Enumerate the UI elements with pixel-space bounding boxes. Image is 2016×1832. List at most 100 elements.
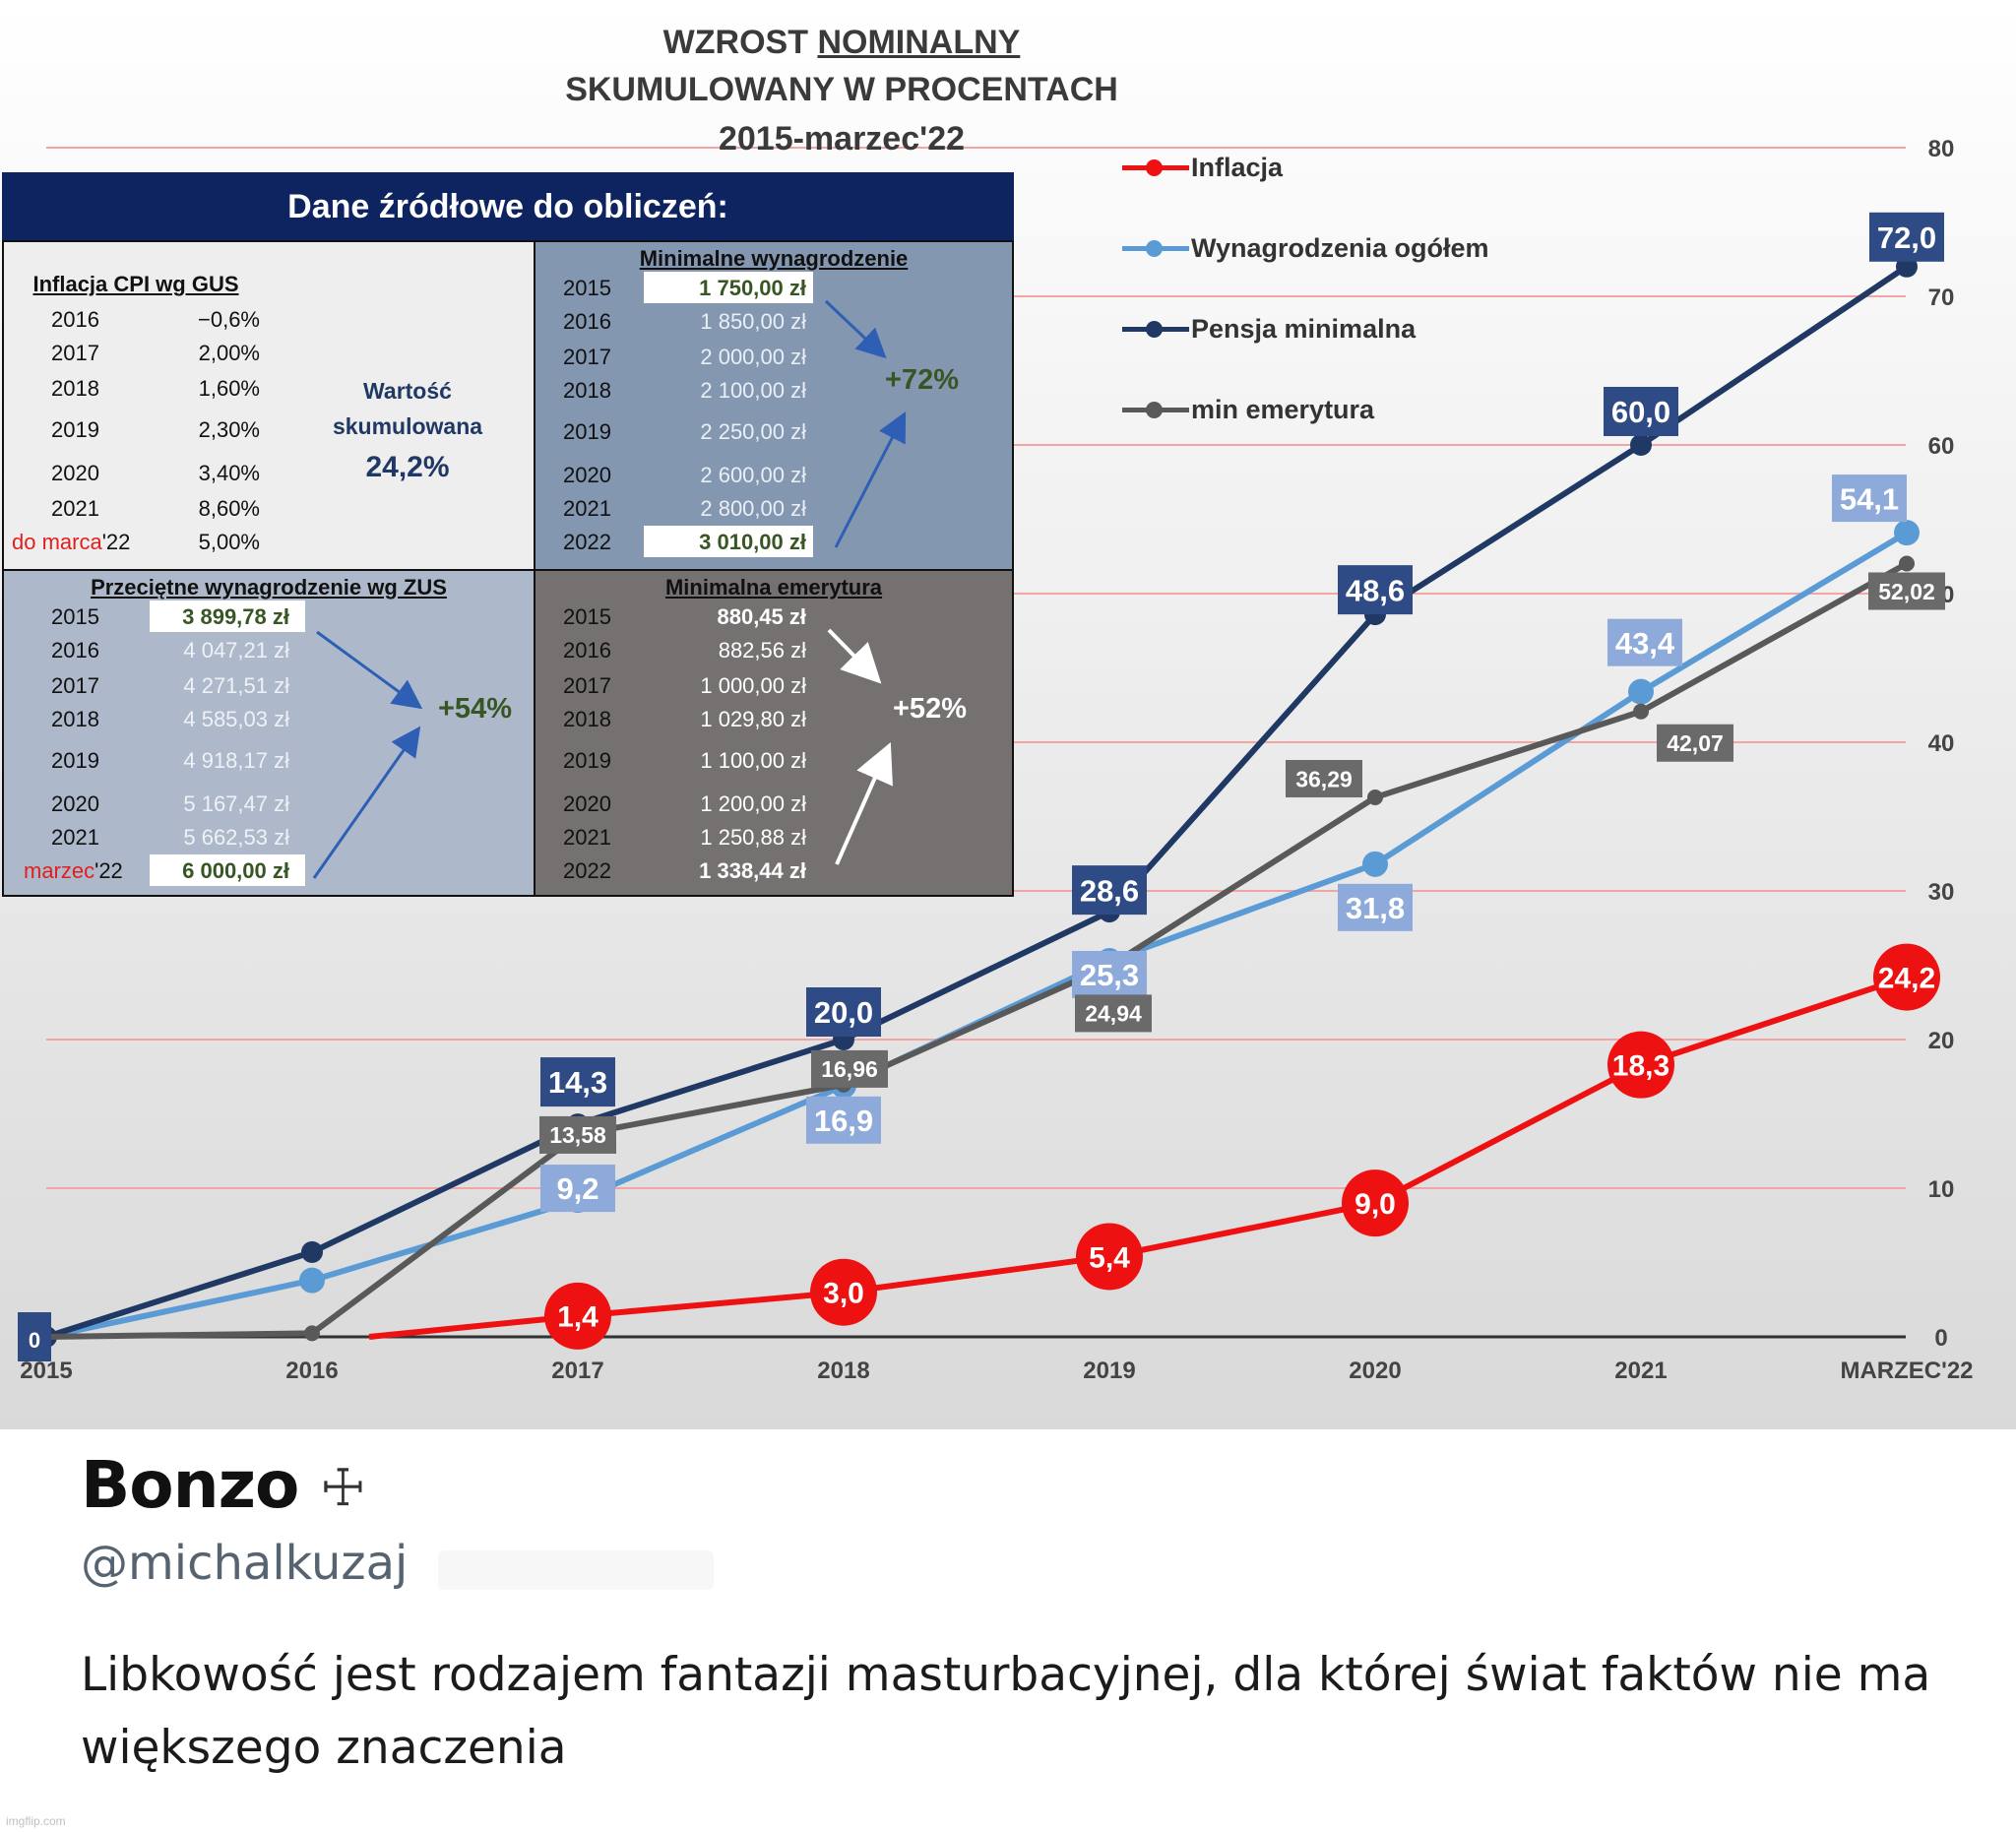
data-label: 60,0 [1611, 395, 1670, 429]
data-label: 0 [29, 1328, 40, 1353]
row-year: 2018 [563, 378, 611, 403]
data-label: 24,2 [1878, 962, 1935, 994]
row-year: 2018 [563, 707, 611, 731]
tweet-author-name[interactable]: Bonzo [81, 1447, 299, 1523]
row-year-prefix: do marca [12, 530, 102, 554]
series-line [45, 264, 1909, 1340]
row-year: 2019 [51, 417, 99, 442]
data-label: 13,58 [549, 1122, 606, 1148]
data-point [1899, 555, 1915, 572]
data-point [301, 1240, 323, 1263]
data-label-bg [540, 1057, 615, 1107]
row-value: 2,30% [198, 417, 260, 442]
data-label: 25,3 [1080, 958, 1139, 992]
row-value: 2 100,00 zł [700, 378, 806, 403]
row-year: 2015 [563, 276, 611, 300]
row-value: 2 250,00 zł [700, 419, 806, 444]
row-year: 2016 [563, 309, 611, 334]
data-label: 31,8 [1346, 891, 1405, 925]
legend-item: Pensja minimalna [1122, 309, 1416, 348]
data-label: 24,94 [1085, 1001, 1142, 1027]
row-value: 1 100,00 zł [700, 748, 806, 773]
data-label: 16,9 [814, 1104, 873, 1138]
data-label: 1,4 [557, 1301, 598, 1334]
data-point [1367, 790, 1383, 806]
row-year: 2015 [563, 604, 611, 629]
data-label-bg [1607, 618, 1682, 666]
watermark: imgflip.com [6, 1814, 66, 1828]
row-year: 2017 [51, 673, 99, 698]
data-label-bg [1869, 212, 1944, 262]
row-value: 1 850,00 zł [700, 309, 806, 334]
row-value: −0,6% [198, 307, 260, 332]
chart-title-line-3: 2015-marzec'22 [718, 120, 966, 158]
tweet-text: Libkowość jest rodzajem fantazji masturb… [81, 1648, 1931, 1775]
series-line [45, 560, 1909, 1340]
row-value: 1,60% [198, 376, 260, 401]
data-label: 36,29 [1295, 766, 1353, 791]
x-tick-label: 2020 [1349, 1358, 1401, 1384]
chart-title-line-2: SKUMULOWANY W PROCENTACH [565, 71, 1118, 108]
data-point [299, 1267, 325, 1294]
y-tick-label: 40 [1928, 730, 1955, 757]
row-value: 1 000,00 zł [700, 673, 806, 698]
legend-label: Pensja minimalna [1191, 313, 1417, 344]
row-year: 2021 [563, 825, 611, 850]
min-pension-table: Minimalna emerytura 2015 880,45 zł 2016 882… [534, 569, 1014, 897]
row-year: 2017 [563, 673, 611, 698]
row-value: 2 800,00 zł [700, 496, 806, 521]
cpi-table-title: Inflacja CPI wg GUS [32, 272, 239, 296]
row-value: 5,00% [198, 530, 260, 554]
row-year: 2020 [51, 791, 99, 816]
data-label: 43,4 [1615, 626, 1675, 661]
data-label-bg [1607, 1031, 1674, 1099]
legend-item: min emerytura [1122, 390, 1374, 429]
row-year: 2018 [51, 376, 99, 401]
x-tick-label: 2018 [817, 1358, 869, 1384]
data-label-bg [1072, 950, 1147, 998]
data-point [1628, 678, 1654, 705]
data-label-bg [18, 1312, 51, 1361]
blurred-area [438, 1550, 714, 1590]
y-tick-label: 0 [1934, 1325, 1947, 1352]
row-value: 4 271,51 zł [183, 673, 289, 698]
min-pension-pct: +52% [893, 693, 967, 725]
row-year: 2019 [563, 748, 611, 773]
highlight-box [644, 526, 813, 557]
row-value: 4 585,03 zł [183, 707, 289, 731]
min-wage-pct: +72% [885, 364, 959, 396]
row-value: 1 029,80 zł [700, 707, 806, 731]
chart-area: 0102030405060708020152016201720182019202… [0, 0, 2016, 1429]
data-point [1630, 434, 1652, 456]
row-year: do marca'22 [12, 530, 131, 554]
panel-header: Dane źródłowe do obliczeń: [2, 172, 1014, 241]
cpi-summary-label-2: skumulowana [332, 413, 483, 439]
row-year: 2018 [51, 707, 99, 731]
row-value: 1 250,88 zł [700, 825, 806, 850]
row-value: 882,56 zł [718, 638, 806, 663]
data-label: 9,0 [1354, 1188, 1396, 1221]
row-year: 2016 [51, 307, 99, 332]
data-label: 3,0 [823, 1278, 864, 1310]
y-tick-label: 70 [1928, 284, 1955, 311]
legend-label: Wynagrodzenia ogółem [1191, 232, 1489, 263]
row-year: 2021 [51, 825, 99, 850]
x-tick-label: 2015 [20, 1358, 72, 1384]
data-label: 20,0 [814, 995, 873, 1030]
row-value: 3 010,00 zł [699, 530, 806, 554]
row-value: 4 047,21 zł [183, 638, 289, 663]
legend-swatch [1122, 390, 1189, 429]
data-label-bg [1342, 1169, 1409, 1237]
highlight-box [150, 600, 305, 632]
data-label-bg [806, 987, 881, 1037]
avg-wage-table-title: Przeciętne wynagrodzenie wg ZUS [91, 575, 447, 600]
data-label-bg [810, 1258, 877, 1326]
data-label-bg [1604, 387, 1678, 436]
tweet-author-handle[interactable]: @michalkuzaj [81, 1536, 409, 1591]
legend-label: min emerytura [1191, 394, 1375, 424]
min-wage-arrows [824, 299, 907, 548]
data-label: 16,96 [821, 1056, 878, 1082]
row-year: 2017 [563, 345, 611, 369]
data-label: 72,0 [1877, 221, 1936, 255]
cpi-summary-value: 24,2% [365, 451, 450, 483]
